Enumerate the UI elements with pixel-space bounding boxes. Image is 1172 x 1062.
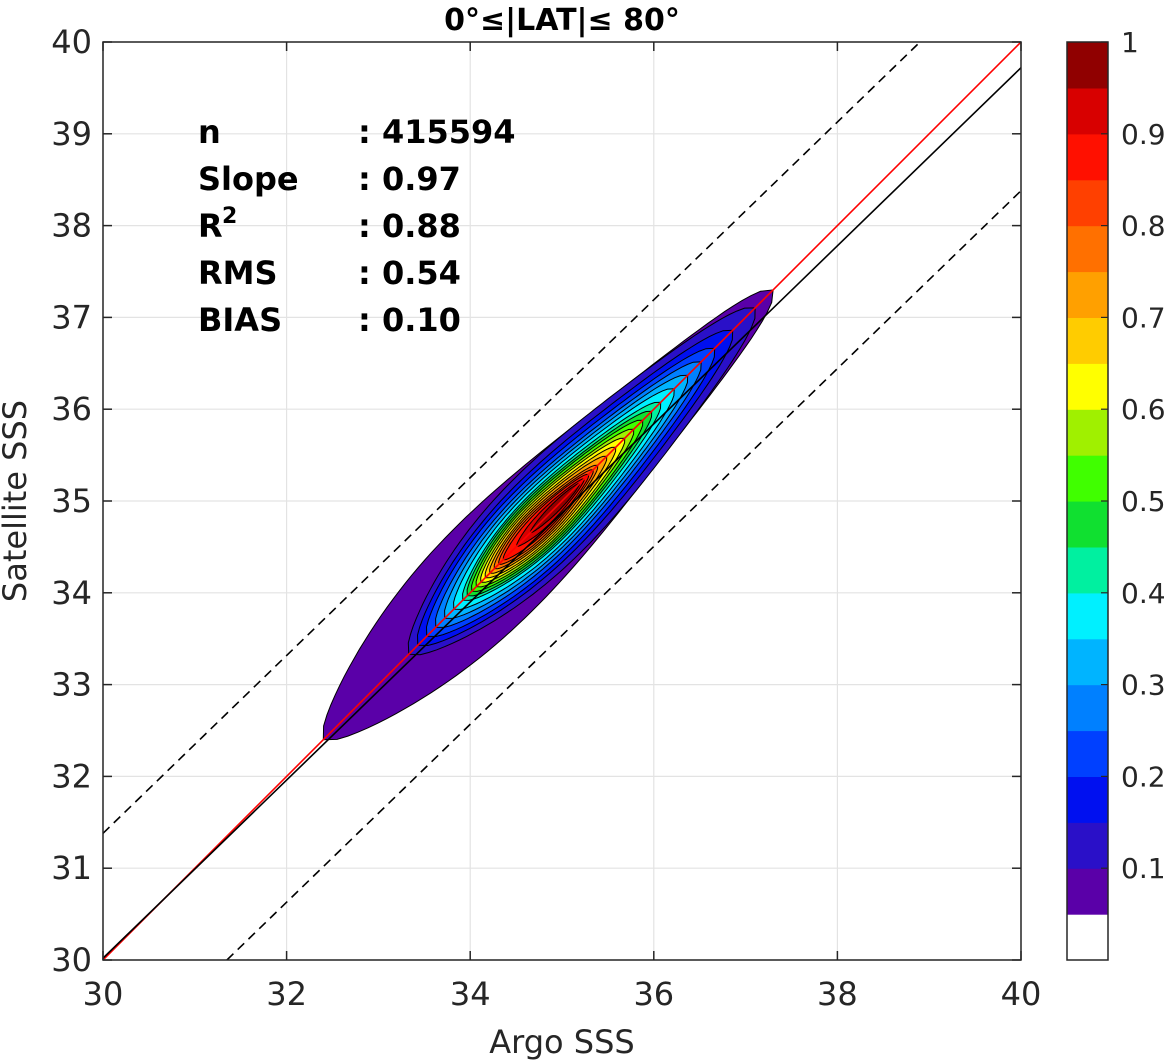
colorbar-band-6 [1067, 638, 1108, 686]
y-tick-label-7: 37 [51, 298, 92, 336]
colorbar-band-10 [1067, 455, 1108, 502]
y-tick-label-9: 39 [51, 115, 92, 153]
stat-label-4: BIAS [198, 301, 282, 339]
colorbar-tick-label-1: 0.2 [1121, 760, 1166, 793]
x-tick-label-3: 36 [633, 975, 674, 1013]
colorbar-band-18 [1067, 87, 1108, 135]
line-one-to-one [103, 42, 1021, 960]
y-tick-label-3: 33 [51, 666, 92, 704]
axis-ticks [102, 41, 1022, 961]
x-tick-label-1: 32 [266, 975, 307, 1013]
colorbar-band-19 [1067, 42, 1108, 89]
colorbar-band-9 [1067, 501, 1108, 548]
colorbar-band-12 [1067, 363, 1108, 410]
colorbar-tick-label-2: 0.3 [1121, 669, 1166, 702]
colorbar-band-7 [1067, 592, 1108, 640]
colorbar-band-1 [1067, 868, 1108, 915]
colorbar-tick-label-8: 0.9 [1121, 118, 1166, 151]
colorbar-band-3 [1067, 776, 1108, 823]
stat-value-3: : 0.54 [358, 254, 461, 292]
colorbar-tick-label-0: 0.1 [1121, 852, 1166, 885]
colorbar-tick-label-3: 0.4 [1121, 577, 1166, 610]
colorbar-band-13 [1067, 317, 1108, 364]
stat-value-0: : 415594 [358, 113, 516, 151]
colorbar-band-5 [1067, 684, 1108, 732]
colorbar-tick-label-4: 0.5 [1121, 485, 1166, 518]
x-axis-label: Argo SSS [489, 1023, 634, 1061]
stat-label-sup-2: 2 [222, 204, 237, 229]
grid-lines [102, 41, 1022, 961]
y-tick-label-1: 31 [51, 849, 92, 887]
line-lower-bound [226, 190, 1021, 960]
y-axis-label: Satellite SSS [0, 400, 34, 602]
y-tick-label-8: 38 [51, 207, 92, 245]
chart-title: 0°≤|LAT|≤ 80° [444, 3, 680, 38]
x-tick-label-2: 34 [450, 975, 491, 1013]
line-regression [103, 67, 1021, 959]
colorbar-tick-label-7: 0.8 [1121, 210, 1166, 243]
stat-label-3: RMS [198, 254, 278, 292]
colorbar-band-17 [1067, 133, 1108, 181]
stat-value-2: : 0.88 [358, 207, 461, 245]
colorbar-tick-label-9: 1 [1121, 26, 1139, 59]
colorbar-band-0 [1067, 914, 1108, 961]
y-tick-label-6: 36 [51, 390, 92, 428]
colorbar-band-14 [1067, 271, 1108, 318]
colorbar-band-16 [1067, 179, 1108, 227]
y-tick-label-0: 30 [51, 941, 92, 979]
colorbar-tick-label-5: 0.6 [1121, 393, 1166, 426]
colorbar-band-2 [1067, 822, 1108, 869]
reference-lines [103, 42, 1021, 960]
y-tick-label-10: 40 [51, 23, 92, 61]
y-tick-label-4: 34 [51, 574, 92, 612]
x-tick-label-4: 38 [817, 975, 858, 1013]
stat-value-1: : 0.97 [358, 160, 461, 198]
stat-value-4: : 0.10 [358, 301, 461, 339]
x-tick-label-5: 40 [1001, 975, 1042, 1013]
y-tick-label-2: 32 [51, 757, 92, 795]
stat-label-0: n [198, 113, 221, 151]
y-tick-labels: 30 31 32 33 34 35 36 37 38 39 40 [51, 23, 92, 979]
colorbar [1066, 41, 1109, 961]
colorbar-tick-labels: 0.1 0.2 0.3 0.4 0.5 0.6 0.7 0.8 0.9 1 [1121, 26, 1166, 885]
stat-label-1: Slope [198, 160, 299, 198]
statistics-annotation: n : 415594 Slope : 0.97 R 2 : 0.88 RMS : 0.54 BIA… [198, 113, 516, 339]
colorbar-band-4 [1067, 730, 1108, 777]
colorbar-band-8 [1067, 546, 1108, 594]
x-tick-label-0: 30 [83, 975, 124, 1013]
stat-label-2: R [198, 207, 223, 245]
colorbar-band-15 [1067, 225, 1108, 273]
x-tick-labels: 30 32 34 36 38 40 [83, 975, 1042, 1013]
colorbar-band-11 [1067, 409, 1108, 456]
line-upper-bound [103, 42, 921, 834]
colorbar-tick-label-6: 0.7 [1121, 301, 1166, 334]
y-tick-label-5: 35 [51, 482, 92, 520]
